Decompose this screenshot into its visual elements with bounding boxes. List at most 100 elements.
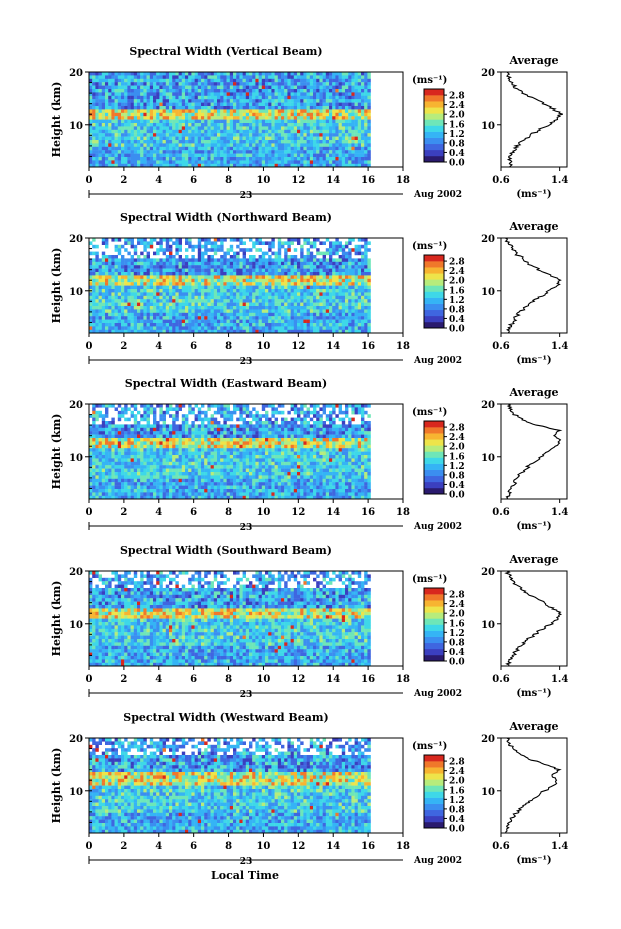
heatmap-cell: [316, 112, 320, 117]
heatmap-cell: [309, 116, 314, 120]
heatmap-cell: [111, 163, 115, 168]
heatmap-cell: [345, 109, 349, 113]
heatmap-cell: [258, 106, 262, 110]
heatmap-cell: [303, 82, 307, 86]
heatmap-cell: [236, 143, 240, 147]
heatmap-cell: [130, 143, 134, 147]
heatmap-cell: [335, 102, 339, 107]
heatmap-cell: [130, 268, 134, 273]
heatmap-cell: [226, 119, 230, 124]
heatmap-cell: [322, 116, 326, 120]
heatmap-cell: [207, 109, 211, 113]
heatmap-cell: [204, 278, 208, 283]
heatmap-cell: [210, 78, 214, 83]
heatmap-cell: [153, 153, 157, 158]
heatmap-cell: [111, 268, 115, 273]
heatmap-cell: [319, 116, 323, 120]
heatmap-cell: [153, 295, 157, 300]
heatmap-cell: [268, 265, 272, 269]
heatmap-cell: [175, 265, 179, 269]
heatmap-cell: [172, 92, 176, 96]
heatmap-cell: [201, 282, 205, 286]
heatmap-cell: [268, 75, 272, 79]
heatmap-cell: [287, 116, 291, 120]
heatmap-cell: [261, 109, 266, 113]
heatmap-cell: [156, 160, 160, 164]
heatmap-cell: [367, 153, 371, 158]
heatmap-cell: [213, 136, 218, 141]
heatmap-cell: [306, 72, 310, 76]
heatmap-cell: [140, 323, 144, 327]
x-tick-label: 12: [291, 175, 305, 186]
heatmap-cell: [92, 244, 96, 249]
heatmap-cell: [367, 85, 371, 90]
heatmap-cell: [239, 282, 243, 286]
heatmap-cell: [188, 89, 192, 93]
heatmap-cell: [322, 285, 326, 290]
heatmap-cell: [249, 329, 253, 334]
heatmap-cell: [124, 319, 128, 324]
heatmap-cell: [261, 129, 266, 134]
heatmap-cell: [226, 153, 230, 158]
heatmap-cell: [297, 258, 301, 262]
heatmap-cell: [181, 323, 186, 327]
heatmap-cell: [293, 295, 298, 300]
heatmap-cell: [265, 265, 269, 269]
heatmap-cell: [255, 95, 259, 100]
heatmap-cell: [271, 309, 275, 313]
heatmap-cell: [194, 316, 198, 320]
heatmap-cell: [146, 78, 150, 83]
heatmap-cell: [191, 323, 195, 327]
heatmap-cell: [197, 275, 202, 279]
heatmap-cell: [351, 92, 355, 96]
heatmap-cell: [172, 282, 176, 286]
heatmap-cell: [213, 275, 218, 279]
heatmap-cell: [153, 268, 157, 273]
heatmap-cell: [361, 295, 365, 300]
heatmap-cell: [290, 292, 294, 296]
heatmap-cell: [300, 129, 304, 134]
heatmap-cell: [101, 306, 106, 310]
heatmap-cell: [297, 136, 301, 141]
heatmap-cell: [341, 268, 346, 273]
heatmap-cell: [325, 102, 330, 107]
heatmap-cell: [220, 92, 224, 96]
heatmap-cell: [165, 404, 170, 408]
heatmap-cell: [127, 109, 131, 113]
heatmap-cell: [233, 407, 237, 411]
heatmap-cell: [268, 106, 272, 110]
heatmap-cell: [185, 268, 189, 273]
heatmap-cell: [277, 126, 282, 130]
heatmap-cell: [281, 99, 285, 103]
heatmap-cell: [220, 116, 224, 120]
heatmap-cell: [239, 106, 243, 110]
heatmap-cell: [127, 312, 131, 317]
heatmap-cell: [293, 160, 298, 164]
heatmap-cell: [153, 123, 157, 127]
heatmap-cell: [226, 112, 230, 117]
heatmap-cell: [233, 116, 237, 120]
heatmap-cell: [361, 299, 365, 303]
heatmap-cell: [357, 285, 362, 290]
heatmap-cell: [229, 248, 234, 252]
heatmap-cell: [98, 163, 102, 168]
heatmap-cell: [111, 72, 115, 76]
heatmap-cell: [191, 268, 195, 273]
heatmap-cell: [210, 109, 214, 113]
heatmap-cell: [268, 109, 272, 113]
heatmap-cell: [124, 143, 128, 147]
heatmap-cell: [165, 95, 170, 100]
heatmap-cell: [89, 102, 93, 107]
heatmap-cell: [165, 150, 170, 154]
heatmap-cell: [332, 289, 336, 293]
heatmap-cell: [133, 140, 138, 144]
heatmap-cell: [303, 129, 307, 134]
heatmap-cell: [351, 112, 355, 117]
heatmap-cell: [114, 95, 118, 100]
heatmap-cell: [140, 295, 144, 300]
heatmap-cell: [309, 309, 314, 313]
heatmap-cell: [351, 136, 355, 141]
heatmap-cell: [277, 116, 282, 120]
heatmap-cell: [367, 102, 371, 107]
heatmap-cell: [255, 268, 259, 273]
